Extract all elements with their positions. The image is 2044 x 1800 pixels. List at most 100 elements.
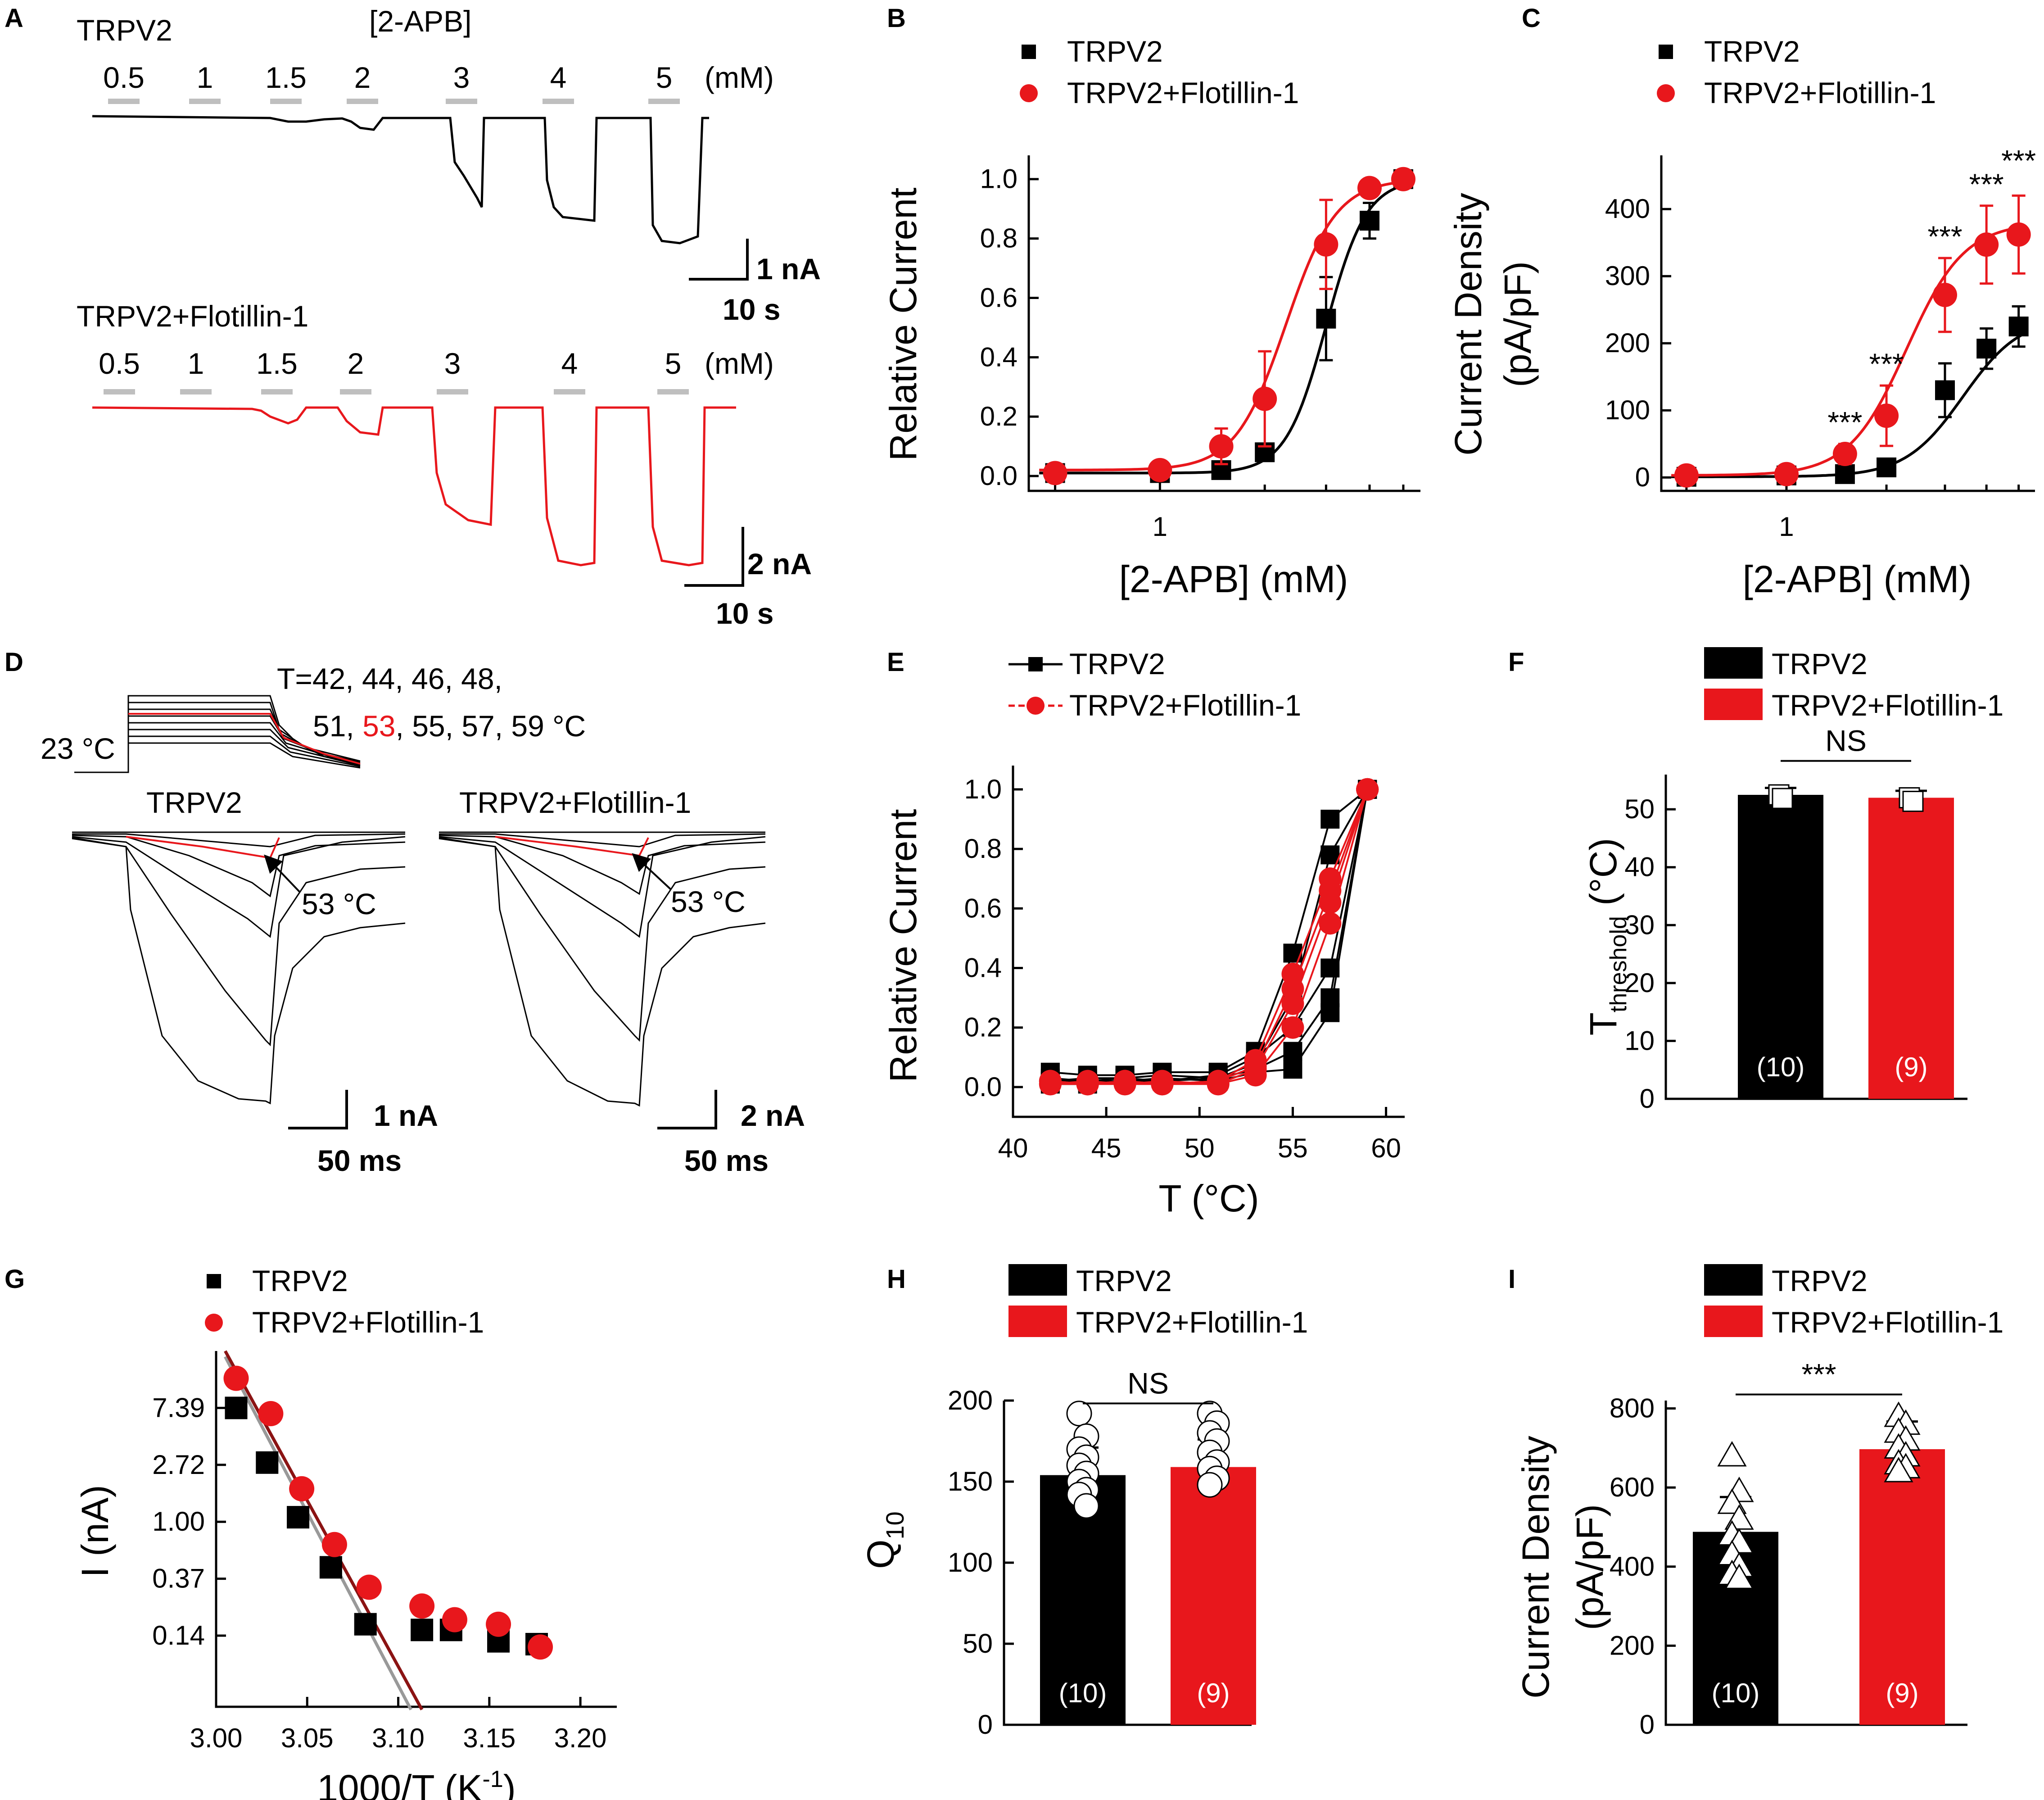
g-point-s0-2 <box>287 1506 310 1529</box>
h-bar-1 <box>1171 1467 1256 1725</box>
c-sig-6: *** <box>2001 144 2036 177</box>
f-bar-0 <box>1738 795 1823 1099</box>
g-point-s1-7 <box>486 1611 511 1637</box>
i2-ylabel: (pA/pF) <box>1569 1504 1611 1630</box>
g-point-s0-0 <box>225 1396 248 1419</box>
scale-d-right-time: 50 ms <box>684 1144 769 1177</box>
c-ytick-label-3: 300 <box>1605 261 1650 291</box>
b-point-s1-5 <box>1357 176 1382 200</box>
e-point-s0-c0-6 <box>1283 943 1302 963</box>
e-point-s0-c1-7 <box>1320 845 1340 865</box>
e-ytick-label-3: 0.6 <box>964 893 1002 923</box>
c-ytick-label-2: 200 <box>1605 328 1650 358</box>
scale-bar-d-left: 1 nA 50 ms <box>288 1090 438 1177</box>
g-point-s0-3 <box>319 1556 342 1579</box>
f-ytick-label-4: 40 <box>1624 852 1655 882</box>
arrow-label-right: 53 °C <box>671 885 746 918</box>
temps-line2: 51, 53, 55, 57, 59 °C <box>313 709 586 743</box>
heat-traces-flot <box>439 831 766 1107</box>
e-curve-s1-3 <box>1050 789 1369 1085</box>
scale-a-bottom-amp: 2 nA <box>747 547 812 580</box>
panel-a-conc-labels-top: 0.5 1 1.5 2 3 4 5 <box>103 61 680 104</box>
e-xtick-label-3: 55 <box>1278 1133 1308 1163</box>
panel-letter-a: A <box>5 4 23 33</box>
e-point-s1-c3-1 <box>1076 1073 1099 1096</box>
arrow-53c-left <box>264 854 300 893</box>
e-point-s1-c3-6 <box>1281 977 1304 1000</box>
f-bar-1 <box>1868 798 1954 1099</box>
conc-top-label-5: 4 <box>550 61 567 94</box>
c-sig-5: *** <box>1969 168 2004 201</box>
heat-trace-flot-53c <box>495 836 649 857</box>
panel-c-chart: C 0 100 200 300 400 1 [2-APB] (mM) Current Dens… <box>1447 4 2036 600</box>
h-pt-0-9 <box>1073 1493 1099 1519</box>
e-point-s1-c3-8 <box>1356 778 1379 801</box>
i-n-label-0: (10) <box>1712 1678 1760 1708</box>
f-legend-label-0: TRPV2 <box>1772 647 1868 680</box>
g-point-s1-0 <box>223 1365 249 1391</box>
b-fit-series-0 <box>1039 183 1407 475</box>
temps-line2-b: , 55, 57, 59 °C <box>396 709 586 743</box>
conc-bot-label-4: 3 <box>444 347 461 380</box>
arrow-label-left: 53 °C <box>302 887 376 920</box>
b-fit-series-1 <box>1039 180 1406 472</box>
h-ytick-label-4: 200 <box>948 1385 993 1415</box>
b-point-s1-1 <box>1148 458 1172 482</box>
e-point-s1-c3-4 <box>1207 1070 1230 1093</box>
e-point-s0-c4-7 <box>1320 988 1340 1007</box>
i-sig-label: *** <box>1801 1358 1836 1391</box>
e-ytick-label-4: 0.8 <box>964 834 1002 864</box>
panel-a-agonist: [2-APB] <box>369 5 471 38</box>
h-sig-label: NS <box>1127 1366 1169 1400</box>
c-point-s1-1 <box>1774 462 1799 486</box>
c-point-s1-3 <box>1874 404 1899 428</box>
scale-bar-a-bottom: 2 nA 10 s <box>684 527 812 630</box>
g-point-s0-4 <box>354 1613 377 1636</box>
panel-e-chart: E 0.0 0.2 0.4 0.6 0.8 1.0 40 45 50 55 60 T (°C) Rela… <box>882 647 1405 1220</box>
f-pt-1-1 <box>1902 790 1924 812</box>
c-point-s1-5 <box>1974 232 1999 257</box>
e-ytick-label-0: 0.0 <box>964 1072 1002 1102</box>
b-ytick-label-0: 0.0 <box>980 461 1017 491</box>
c-legend-label-1: TRPV2+Flotillin-1 <box>1704 76 1936 109</box>
conc-bot-label-2: 1.5 <box>256 347 298 380</box>
panel-letter-e: E <box>887 648 904 677</box>
g-fit-line-1 <box>224 1350 424 1711</box>
e-xlabel: T (°C) <box>1158 1177 1259 1220</box>
b-legend-marker-1 <box>1020 84 1038 102</box>
c-point-s1-6 <box>2006 222 2031 247</box>
g-ytick-label-1: 0.37 <box>152 1564 205 1594</box>
g-point-s0-5 <box>411 1619 434 1641</box>
conc-bot-label-0: 0.5 <box>99 347 140 380</box>
c-sig-4: *** <box>1927 220 1962 253</box>
c-sig-2: *** <box>1827 406 1862 439</box>
scale-a-bottom-time: 10 s <box>716 597 773 630</box>
panel-letter-b: B <box>887 4 906 33</box>
g-point-s1-8 <box>528 1634 553 1660</box>
g-xtick-label-2: 3.10 <box>372 1723 425 1753</box>
b-ytick-label-3: 0.6 <box>980 282 1017 313</box>
c-point-s1-2 <box>1832 442 1857 467</box>
e-ylabel: Relative Current <box>882 809 924 1083</box>
temps-line2-a: 51, <box>313 709 362 743</box>
conc-bot-label-6: 5 <box>665 347 682 380</box>
panel-f-chart: F 0 10 20 30 40 50 (10) (9) NS TRPV2 TRPV2+Flotill… <box>1508 647 2003 1114</box>
temp-protocol-53c <box>128 713 361 765</box>
f-pt-0-1 <box>1772 788 1793 809</box>
c-point-s1-4 <box>1933 282 1958 307</box>
i-pt-1-8 <box>1884 1457 1913 1483</box>
h-legend-label-0: TRPV2 <box>1076 1264 1172 1297</box>
base-temp-label: 23 °C <box>41 732 115 765</box>
e-curve-s0-2 <box>1050 789 1369 1082</box>
g-point-s1-3 <box>321 1532 347 1557</box>
panel-d-label-flot: TRPV2+Flotillin-1 <box>459 786 691 819</box>
h-ytick-label-3: 150 <box>948 1466 993 1496</box>
b-legend-label-1: TRPV2+Flotillin-1 <box>1067 76 1299 109</box>
b-axes <box>1027 155 1420 492</box>
scale-d-left-amp: 1 nA <box>374 1099 438 1132</box>
i-ytick-label-4: 800 <box>1610 1393 1655 1424</box>
g-xlabel-main: 1000/T (K <box>317 1767 482 1800</box>
g-xtick-label-0: 3.00 <box>190 1723 243 1753</box>
g-point-s1-6 <box>442 1607 467 1632</box>
panel-h-chart: H 0 50 100 150 200 (10) (9) NS TRPV2 TRPV2+Flotil… <box>859 1264 1308 1740</box>
